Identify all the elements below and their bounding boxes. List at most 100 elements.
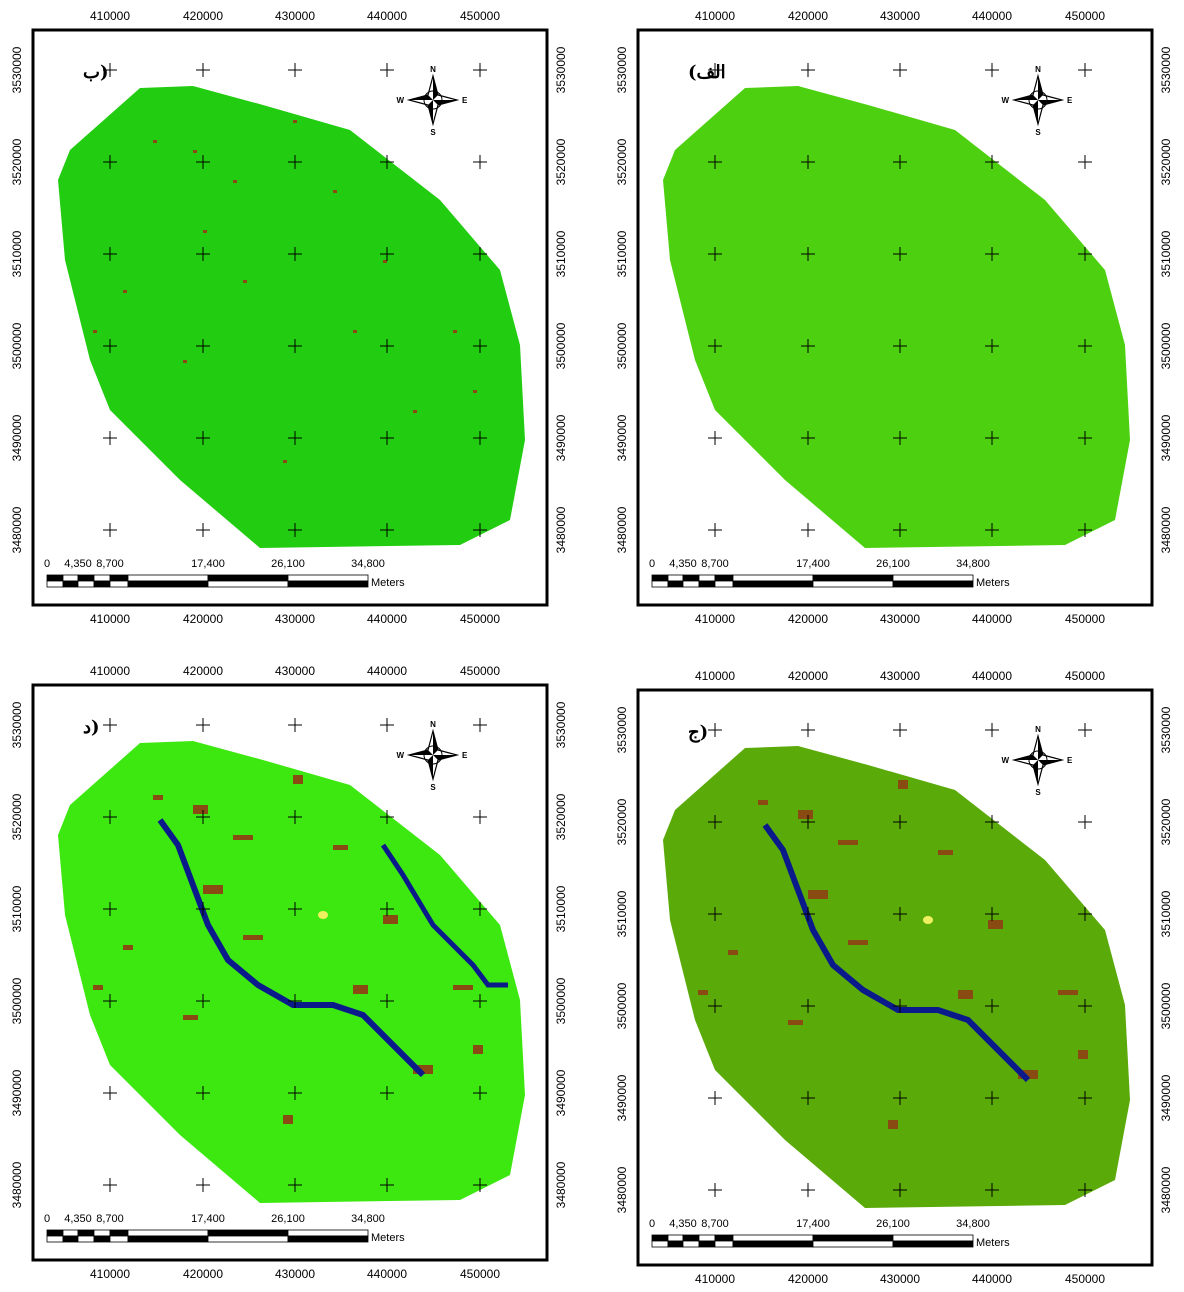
grid-cross: [708, 1183, 722, 1197]
map-panel: 410000 410000 420000 420000 430000 430000 4400…: [615, 669, 1173, 1286]
scale-segment: [812, 574, 894, 582]
grid-cross: [380, 810, 394, 824]
land-patch: [353, 330, 357, 333]
grid-cross: [288, 994, 302, 1008]
scale-segment: [207, 574, 289, 582]
scale-segment: [732, 580, 814, 588]
scale-segment: [892, 574, 974, 582]
grid-cross: [801, 63, 815, 77]
scale-label: 0: [44, 1213, 50, 1225]
grid-cross: [985, 63, 999, 77]
grid-cross: [985, 723, 999, 737]
scale-label: 26,100: [271, 1213, 305, 1225]
land-patch: [153, 140, 157, 143]
scale-segment: [892, 1234, 974, 1242]
x-tick-label: 450000: [460, 664, 500, 678]
land-patch: [473, 1045, 483, 1054]
grid-cross: [473, 1086, 487, 1100]
scale-label: 17,400: [191, 558, 225, 570]
land-patch: [728, 950, 738, 955]
land-patch: [353, 985, 368, 994]
grid-cross: [1078, 523, 1092, 537]
scale-segment: [93, 1229, 111, 1237]
scale-segment: [207, 1235, 289, 1243]
grid-cross: [103, 339, 117, 353]
scale-label: 26,100: [271, 558, 305, 570]
grid-cross: [801, 723, 815, 737]
grid-cross: [288, 1086, 302, 1100]
scale-segment: [287, 574, 369, 582]
grid-cross: [380, 1086, 394, 1100]
y-tick-label: 3480000: [10, 506, 24, 553]
scale-segment: [109, 580, 129, 588]
grid-cross: [801, 155, 815, 169]
grid-cross: [1078, 247, 1092, 261]
settlement: [923, 916, 933, 924]
scale-segment: [667, 580, 684, 588]
grid-cross: [473, 339, 487, 353]
land-patch: [123, 945, 133, 950]
grid-cross: [708, 999, 722, 1013]
scale-segment: [651, 574, 669, 582]
y-tick-label: 3520000: [1159, 798, 1173, 845]
compass-letter: W: [1001, 756, 1009, 765]
x-tick-label: 430000: [880, 1272, 920, 1286]
grid-cross: [380, 994, 394, 1008]
scale-segment: [77, 580, 95, 588]
x-tick-label: 430000: [880, 9, 920, 23]
map-panel: 410000 410000 420000 420000 430000 430000 4400…: [615, 9, 1173, 626]
grid-cross: [103, 431, 117, 445]
x-tick-label: 420000: [183, 9, 223, 23]
grid-cross: [1078, 1183, 1092, 1197]
land-patch: [758, 800, 768, 805]
grid-cross: [288, 63, 302, 77]
scale-label: 4,350: [669, 1218, 697, 1230]
north-arrow: N S E W: [1001, 725, 1073, 797]
scale-segment: [812, 1234, 894, 1242]
x-tick-label: 440000: [972, 1272, 1012, 1286]
scale-segment: [892, 580, 974, 588]
grid-cross: [103, 810, 117, 824]
compass-letter: E: [1067, 756, 1073, 765]
compass-star: [409, 731, 457, 779]
land-patch: [233, 835, 253, 840]
scale-segment: [93, 574, 111, 582]
land-patch: [988, 920, 1003, 929]
scale-segment: [46, 1235, 64, 1243]
scale-unit: Meters: [371, 1232, 405, 1244]
scale-label: 4,350: [64, 558, 92, 570]
grid-cross: [801, 1183, 815, 1197]
scale-unit: Meters: [976, 1237, 1010, 1249]
land-patch: [333, 845, 348, 850]
x-tick-label: 420000: [183, 664, 223, 678]
grid-cross: [801, 999, 815, 1013]
x-tick-label: 410000: [695, 9, 735, 23]
scale-segment: [127, 580, 209, 588]
scale-segment: [698, 580, 716, 588]
x-tick-label: 430000: [275, 664, 315, 678]
scale-segment: [287, 1229, 369, 1237]
y-tick-label: 3500000: [10, 977, 24, 1024]
land-patch: [183, 1015, 198, 1020]
compass-ring: [1028, 90, 1048, 110]
land-patch: [233, 180, 237, 183]
scale-segment: [732, 574, 814, 582]
grid-cross: [380, 1178, 394, 1192]
scale-label: 34,800: [956, 558, 990, 570]
grid-cross: [893, 63, 907, 77]
land-patch: [283, 460, 287, 463]
scale-segment: [207, 1229, 289, 1237]
grid-cross: [473, 994, 487, 1008]
scale-segment: [109, 1235, 129, 1243]
land-patch: [958, 990, 973, 999]
x-tick-label: 440000: [367, 1267, 407, 1281]
scale-segment: [698, 574, 716, 582]
north-arrow: N S E W: [396, 65, 468, 137]
y-tick-label: 3480000: [615, 506, 629, 553]
grid-cross: [288, 431, 302, 445]
grid-cross: [196, 523, 210, 537]
x-tick-label: 430000: [880, 612, 920, 626]
scale-segment: [127, 1235, 209, 1243]
grid-cross: [893, 907, 907, 921]
scale-segment: [651, 580, 669, 588]
